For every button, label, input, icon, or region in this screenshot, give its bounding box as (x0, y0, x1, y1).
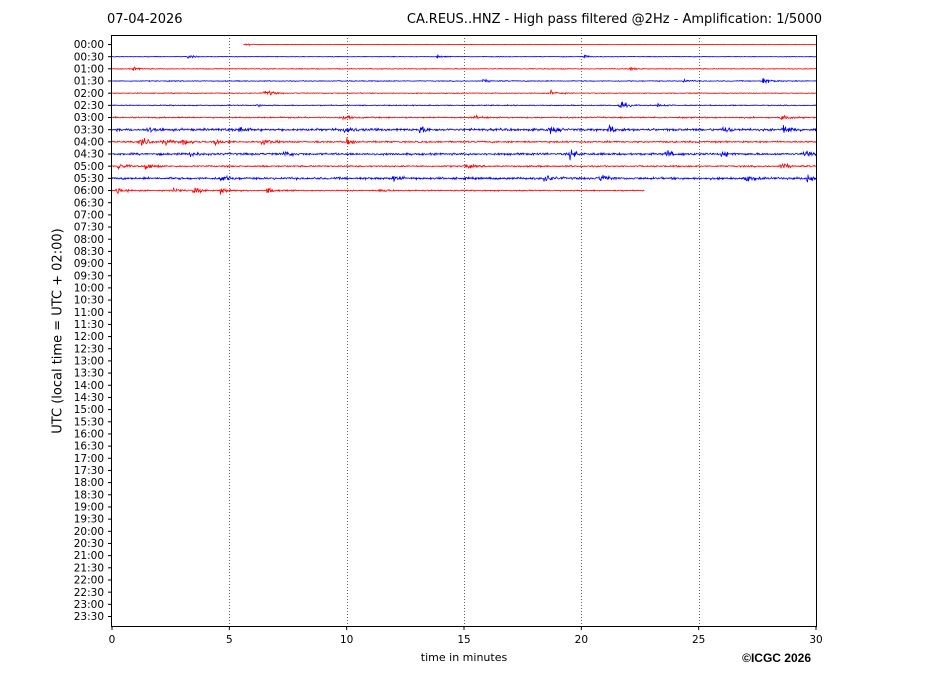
y-tick-label: 20:30 (74, 538, 104, 550)
copyright-label: ©ICGC 2026 (742, 651, 811, 665)
y-tick-label: 11:00 (74, 307, 104, 319)
y-tick-label: 22:00 (74, 575, 104, 587)
y-tick-label: 02:30 (74, 100, 104, 112)
y-tick-label: 19:00 (74, 502, 104, 514)
seismic-traces (111, 43, 817, 195)
y-tick-label: 08:00 (74, 234, 104, 246)
trace-0430 (111, 149, 817, 161)
y-tick-label: 00:30 (74, 51, 104, 63)
y-tick-label: 08:30 (74, 246, 104, 258)
trace-0300 (111, 114, 817, 121)
y-tick-label: 23:00 (74, 599, 104, 611)
trace-0330 (111, 124, 817, 135)
y-tick-label: 03:00 (74, 112, 104, 124)
trace-0130 (111, 77, 817, 85)
y-tick-label: 15:00 (74, 404, 104, 416)
x-axis-label: time in minutes (420, 651, 508, 664)
trace-0500 (111, 162, 817, 171)
chart-title: CA.REUS..HNZ - High pass filtered @2Hz -… (406, 12, 822, 27)
y-tick-label: 12:30 (74, 343, 104, 355)
x-tick-label: 15 (457, 634, 470, 646)
y-axis-ticks: 00:0000:3001:0001:3002:0002:3003:0003:30… (74, 39, 112, 623)
trace-0030 (111, 53, 817, 60)
y-tick-label: 13:00 (74, 356, 104, 368)
trace-0200 (111, 89, 817, 96)
y-tick-label: 04:00 (74, 136, 104, 148)
trace-0100 (111, 66, 817, 72)
y-tick-label: 04:30 (74, 149, 104, 161)
x-tick-label: 20 (575, 634, 588, 646)
y-tick-label: 07:30 (74, 222, 104, 234)
y-tick-label: 06:00 (74, 185, 104, 197)
trace-0230 (111, 101, 817, 109)
y-tick-label: 20:00 (74, 526, 104, 538)
x-tick-label: 0 (109, 634, 116, 646)
y-tick-label: 13:30 (74, 368, 104, 380)
y-tick-label: 18:00 (74, 477, 104, 489)
trace-0600 (111, 186, 645, 195)
trace-0000 (243, 43, 816, 47)
y-tick-label: 05:30 (74, 173, 104, 185)
trace-0530 (111, 174, 817, 183)
plot-frame (111, 35, 817, 627)
y-tick-label: 09:30 (74, 270, 104, 282)
y-tick-label: 01:30 (74, 76, 104, 88)
y-tick-label: 02:00 (74, 88, 104, 100)
y-tick-label: 06:30 (74, 197, 104, 209)
y-axis-label: UTC (local time = UTC + 02:00) (50, 228, 66, 434)
y-tick-label: 21:00 (74, 550, 104, 562)
y-tick-label: 17:30 (74, 465, 104, 477)
x-axis-ticks: 0 5 10 15 20 25 30 (109, 626, 823, 646)
y-tick-label: 07:00 (74, 209, 104, 221)
y-tick-label: 17:00 (74, 453, 104, 465)
x-tick-label: 30 (809, 634, 822, 646)
y-tick-label: 22:30 (74, 587, 104, 599)
x-tick-label: 25 (692, 634, 705, 646)
y-tick-label: 10:00 (74, 283, 104, 295)
x-tick-label: 10 (340, 634, 353, 646)
trace-0400 (111, 137, 817, 147)
y-tick-label: 11:30 (74, 319, 104, 331)
y-tick-label: 09:00 (74, 258, 104, 270)
y-tick-label: 00:00 (74, 39, 104, 51)
y-tick-label: 15:30 (74, 416, 104, 428)
y-tick-label: 03:30 (74, 124, 104, 136)
y-tick-label: 18:30 (74, 489, 104, 501)
y-tick-label: 16:30 (74, 441, 104, 453)
y-tick-label: 01:00 (74, 63, 104, 75)
y-tick-label: 19:30 (74, 514, 104, 526)
y-tick-label: 16:00 (74, 429, 104, 441)
y-tick-label: 12:00 (74, 331, 104, 343)
y-tick-label: 21:30 (74, 562, 104, 574)
y-tick-label: 23:30 (74, 611, 104, 623)
y-tick-label: 14:00 (74, 380, 104, 392)
y-tick-label: 10:30 (74, 295, 104, 307)
y-tick-label: 05:00 (74, 161, 104, 173)
vertical-grid-lines (229, 35, 700, 626)
y-tick-label: 14:30 (74, 392, 104, 404)
date-label: 07-04-2026 (107, 12, 183, 27)
x-tick-label: 5 (226, 634, 233, 646)
